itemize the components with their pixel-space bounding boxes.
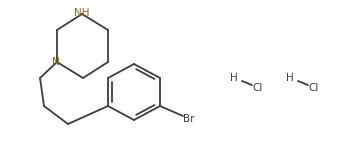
Text: Cl: Cl <box>309 83 319 93</box>
Text: Br: Br <box>183 114 195 124</box>
Text: H: H <box>230 73 238 83</box>
Text: H: H <box>286 73 294 83</box>
Text: NH: NH <box>74 8 90 18</box>
Text: N: N <box>52 57 60 67</box>
Text: Cl: Cl <box>253 83 263 93</box>
